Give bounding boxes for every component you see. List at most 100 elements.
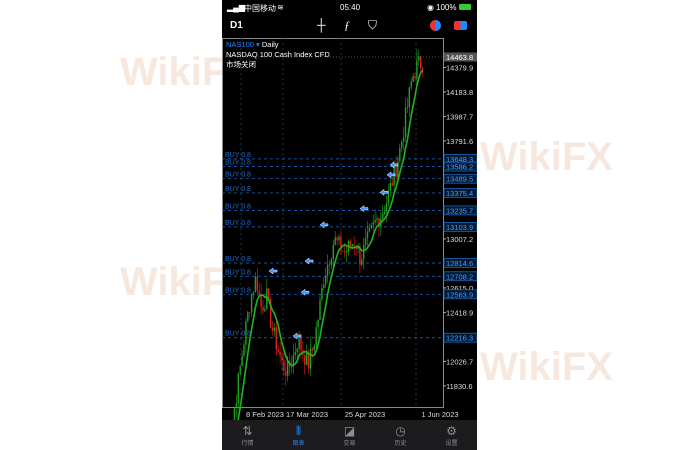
one-click-trading-icon[interactable]: [430, 20, 441, 31]
buy-level-price: 13103.9: [446, 223, 473, 232]
buy-level-price-box: [443, 332, 477, 343]
candle-body: [294, 352, 296, 355]
buy-level-price: 13375.4: [446, 189, 473, 198]
buy-arrow-icon: [319, 221, 329, 229]
y-tick-label: 12418.9: [446, 308, 473, 317]
symbol-dropdown-icon[interactable]: ▾: [256, 40, 260, 49]
candle-body: [359, 245, 361, 265]
y-tick-label: 13791.6: [446, 137, 473, 146]
candle-body: [273, 327, 276, 331]
nav-quotes[interactable]: ⇅ 行情: [222, 420, 273, 450]
candle-body: [336, 237, 338, 241]
nav-label: 行情: [241, 441, 254, 447]
candle-body: [296, 348, 298, 353]
nav-chart[interactable]: ⫴ 图表: [273, 420, 324, 450]
buy-arrow-icon: [359, 205, 369, 213]
buy-level-price: 12814.6: [446, 259, 473, 268]
candle-body: [249, 312, 251, 313]
candle-body: [416, 60, 418, 79]
candle-body: [285, 371, 287, 376]
candle-body: [321, 287, 323, 300]
candle-body: [338, 236, 340, 241]
crosshair-icon[interactable]: ┼: [317, 18, 326, 32]
candle-body: [342, 251, 344, 253]
candle-body: [374, 219, 376, 223]
candle-body: [391, 182, 393, 186]
buy-level-price-box: [443, 222, 477, 232]
nav-trade[interactable]: ◪ 交易: [324, 420, 375, 450]
candle-body: [279, 351, 281, 357]
nav-label: 交易: [343, 441, 356, 447]
watermark: WikiFX: [480, 345, 613, 389]
candle-body: [383, 211, 386, 214]
candle-body: [351, 244, 353, 247]
candle-body: [334, 237, 336, 245]
candle-body: [287, 360, 289, 376]
current-price-label: 14463.8: [446, 53, 473, 62]
symbol-info: NAS100 ▾ Daily NASDAQ 100 Cash Index CFD…: [226, 40, 330, 70]
buy-level-label: BUY 0.8: [225, 287, 251, 294]
alarm-icon: ◉: [427, 3, 434, 12]
candle-body: [300, 337, 302, 351]
signal-icon: ▂▄▆: [227, 3, 245, 12]
candle-body: [357, 245, 359, 250]
buy-level-price-box: [443, 173, 477, 184]
candle-body: [421, 68, 424, 72]
candle-body: [309, 348, 312, 369]
candle-body: [412, 75, 414, 82]
candle-body: [406, 107, 409, 108]
symbol-description: NASDAQ 100 Cash Index CFD: [226, 50, 330, 59]
candle-body: [260, 294, 262, 307]
y-tick-label: 14183.8: [446, 88, 473, 97]
buy-level-price-box: [443, 161, 477, 172]
candle-body: [256, 276, 258, 291]
quotes-icon: ⇅: [242, 424, 253, 438]
chart-toolbar: D1 ┼ ƒ ⛉: [222, 14, 477, 38]
trade-icon[interactable]: [454, 21, 467, 30]
current-price-box: [444, 52, 477, 62]
candle-body: [235, 403, 238, 408]
candle-body: [283, 360, 285, 372]
buy-level-label: BUY 0.8: [225, 186, 251, 193]
candle-body: [269, 299, 272, 328]
buy-arrow-icon: [379, 188, 389, 196]
candle-body: [420, 56, 422, 69]
candle-body: [326, 264, 329, 276]
moving-average-line: [237, 69, 424, 420]
nav-settings[interactable]: ⚙ 设置: [426, 420, 477, 450]
buy-level-price: 13235.7: [446, 206, 473, 215]
timeframe-button[interactable]: D1: [230, 20, 243, 31]
candle-body: [404, 107, 407, 138]
x-tick-label: 25 Apr 2023: [345, 410, 385, 419]
settings-icon: ⚙: [446, 424, 457, 438]
battery-percent: 100%: [436, 3, 457, 12]
candle-body: [233, 407, 236, 420]
y-tick-label: 11830.6: [446, 382, 473, 391]
trade-icon: ◪: [343, 424, 356, 438]
candle-body: [266, 288, 268, 310]
symbol-name[interactable]: NAS100: [226, 40, 254, 49]
nav-history[interactable]: ◷ 历史: [375, 420, 426, 450]
candle-body: [247, 312, 249, 322]
candle-body: [252, 292, 255, 294]
candle-body: [275, 327, 277, 350]
candle-body: [258, 290, 260, 295]
buy-level-label: BUY 0.8: [225, 203, 251, 210]
chart-icon: ⫴: [295, 424, 302, 438]
buy-level-label: BUY 0.8: [225, 331, 251, 338]
price-chart[interactable]: 8 Feb 2023 17 Mar 2023 25 Apr 2023 1 Jun 20…: [222, 38, 477, 420]
candle-body: [387, 190, 390, 204]
candle-body: [298, 337, 300, 349]
function-icon[interactable]: ƒ: [344, 18, 350, 32]
buy-level-price-box: [443, 205, 477, 216]
candle-body: [385, 203, 388, 212]
candle-body: [268, 288, 270, 300]
candle-body: [243, 344, 245, 356]
objects-icon[interactable]: ⛉: [368, 18, 378, 32]
candle-body: [277, 349, 279, 352]
candle-body: [250, 293, 253, 313]
period: Daily: [261, 40, 279, 49]
candle-body: [332, 244, 334, 259]
market-status: 市场关闭: [226, 60, 256, 69]
candle-body: [399, 147, 401, 162]
